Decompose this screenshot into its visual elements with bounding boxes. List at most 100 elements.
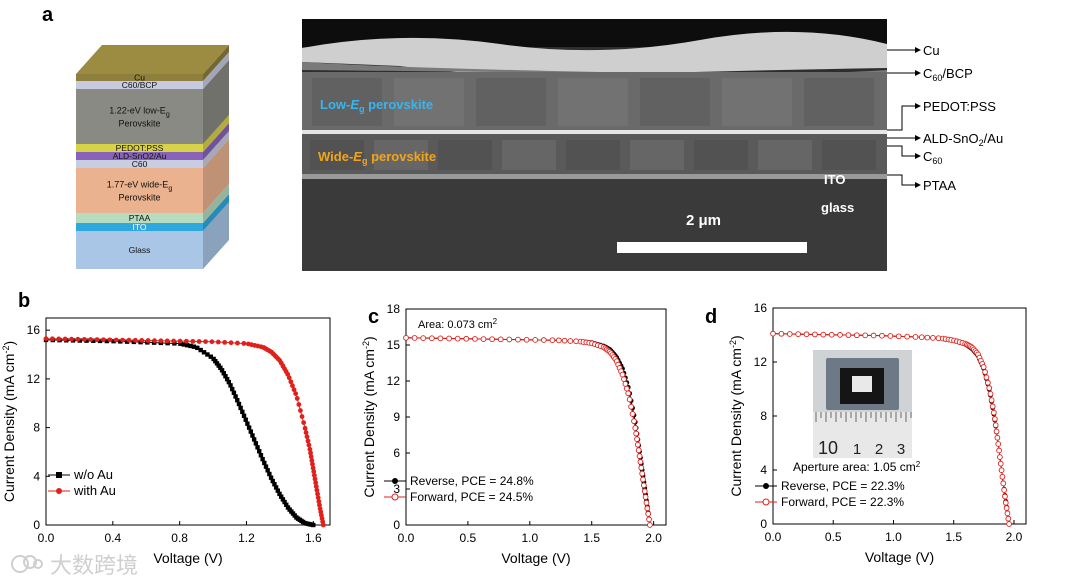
data-point [104,338,110,344]
data-point [49,336,55,342]
callout-arrow-3 [915,135,921,141]
data-point [310,461,315,467]
layer-side-7 [203,184,229,223]
data-point [184,338,189,344]
data-point [1003,505,1010,511]
data-point [313,480,319,486]
data-point [181,342,186,347]
data-point [223,374,228,379]
data-point [930,335,936,341]
x-tick-label: 1.6 [305,531,322,545]
data-point [634,441,641,448]
layer-label-4: ALD-SnO2/Au [113,151,167,161]
data-point [315,495,321,501]
data-point [126,337,132,343]
data-point [302,425,308,431]
y-tick-label: 3 [393,482,400,496]
x-tick-label: 0.4 [104,531,121,545]
data-point [311,469,317,475]
data-point [221,371,226,376]
legend-marker [763,483,769,489]
data-point [184,343,190,348]
data-point [310,465,316,471]
layer-label-0: Cu [134,73,145,83]
data-point [984,379,991,386]
data-point [296,402,302,407]
data-point [255,445,260,450]
data-point [770,330,776,337]
callout-label-2: PEDOT:PSS [923,99,996,114]
data-point [635,447,642,454]
layer-side-6 [203,139,229,213]
sem-grain-wide [758,140,812,170]
x-tick-label: 0.0 [765,530,782,544]
data-point [446,335,452,342]
data-point [411,335,418,341]
data-point [887,333,894,339]
data-point [303,430,309,435]
data-point [241,341,247,346]
layer-front-0 [76,74,203,81]
data-point [631,418,637,425]
data-point [980,364,987,370]
data-point [994,434,1001,441]
data-point [190,338,196,344]
data-point [213,358,218,364]
data-point [152,338,157,344]
data-point [795,331,801,337]
data-point [171,338,177,344]
data-point [214,361,220,366]
data-point [987,391,994,397]
data-point [924,334,931,341]
layer-label-7: PTAA [129,213,151,223]
panel-letter-c: c [368,306,380,328]
chart-c: 0.0 0.5 1.0 1.5 2.0 0 3 6 9 12 15 18 Voltage (V) Curr… [361,302,667,566]
data-point [912,334,919,340]
data-point [306,442,312,448]
data-point [253,441,259,446]
data-point [177,338,183,344]
data-point [918,334,925,341]
layer-front-9 [76,231,203,269]
data-point [158,338,164,344]
data-point [497,336,504,343]
data-point [403,334,409,341]
data-point [215,339,221,345]
data-point [178,341,183,346]
sem-glass-label: glass [821,200,854,215]
data-point [209,339,215,345]
x-tick-label: 1.5 [583,531,600,545]
data-point [988,397,995,403]
data-point [301,420,307,426]
data-point [621,376,627,382]
sem-grain-wide [374,140,428,170]
callout-arrow-1 [915,70,921,76]
data-point [992,422,999,429]
watermark-text: 大数跨境 [50,554,139,579]
data-point [316,498,322,504]
y-axis-label: Current Density (mA cm-2) [361,336,377,497]
data-point [218,365,223,370]
data-point [625,390,632,397]
sem-grain [722,78,792,126]
data-point [278,494,284,499]
y-tick-label: 6 [393,446,400,460]
x-axis-label: Voltage (V) [501,550,570,566]
data-point [304,434,310,440]
data-point [257,449,262,454]
data-point [230,386,235,392]
data-point [454,335,461,342]
data-point [640,476,646,483]
data-point [164,338,170,344]
legend-label: with Au [73,483,116,498]
data-point [646,516,652,523]
data-point [219,368,225,373]
layer-side-4 [203,123,229,160]
data-point [636,453,643,459]
data-point [250,433,255,438]
layer-front-1 [76,81,203,89]
data-point [904,333,910,340]
data-point [990,409,997,416]
data-point [222,339,228,345]
